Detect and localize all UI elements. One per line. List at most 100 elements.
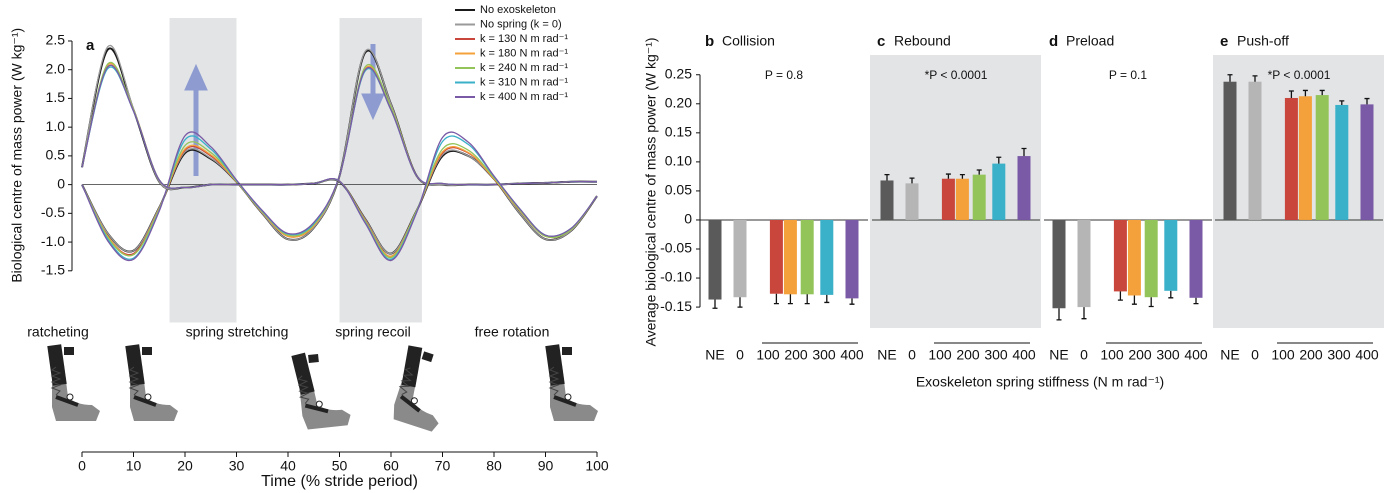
y-tick-label: 0 [57,175,65,191]
error-bar [1193,297,1199,305]
panel-title: Collision [722,33,775,49]
bar [783,219,797,295]
error-bar [1168,290,1174,299]
panel-title: Preload [1066,33,1114,49]
bar [1052,219,1066,309]
bar [1360,104,1374,220]
panel-label: a [86,37,95,54]
power-line [81,66,598,262]
y-tick-label: -0.15 [660,298,692,314]
bar [1017,156,1031,220]
y-axis-title: Average biological centre of mass power … [643,37,659,346]
y-tick-label: 0.10 [665,153,692,169]
panel-title: Rebound [894,33,951,49]
bar [1223,81,1237,220]
error-bar [804,294,810,305]
phase-label: spring stretching [186,324,289,340]
x-tick-label: 90 [538,458,554,474]
x-tick-label: 100 [1100,347,1124,363]
legend-label: k = 240 N m rad⁻¹ [480,62,568,74]
panel-shade [870,55,1041,328]
power-line [81,64,598,262]
error-bar [1339,100,1345,105]
bar [708,219,722,300]
legend-label: k = 400 N m rad⁻¹ [480,91,568,103]
phase-label: ratcheting [27,324,88,340]
legend-label: k = 180 N m rad⁻¹ [480,47,568,59]
y-tick-label: 2.0 [46,60,66,76]
phase-shade [339,18,422,323]
bar [1113,219,1127,292]
y-tick-label: -0.05 [660,240,692,256]
error-bar [945,173,951,179]
error-bar [1288,90,1294,98]
error-bar [959,174,965,179]
bar [820,219,834,295]
error-bar [849,298,855,305]
bar [1164,219,1178,291]
bar [972,174,986,220]
bar [1189,219,1203,298]
x-tick-label: 0 [1251,347,1259,363]
y-tick-label: 1.5 [46,89,66,105]
y-tick-label: 0.20 [665,94,692,110]
x-tick-label: NE [705,347,724,363]
bar [845,219,859,299]
legend-label: k = 130 N m rad⁻¹ [480,33,568,45]
x-tick-label: 200 [784,347,808,363]
error-bar [976,169,982,175]
error-bar [1117,291,1123,301]
legend-label: No spring (k = 0) [480,18,562,30]
error-bar [1148,297,1154,308]
x-tick-label: 100 [1271,347,1295,363]
x-tick-label: NE [1220,347,1239,363]
x-tick-label: 10 [126,458,142,474]
bar [733,219,747,298]
p-value: *P < 0.0001 [925,68,988,82]
bar [800,219,814,295]
ankle-illustration [543,342,600,423]
bar [1315,95,1329,220]
arrow [184,63,208,176]
bar [955,178,969,220]
p-value: *P < 0.0001 [1268,68,1331,82]
x-axis-title: Time (% stride period) [261,473,418,490]
x-tick-label: NE [1049,347,1068,363]
panel-label: c [877,33,885,50]
error-bar [824,294,830,304]
legend-label: No exoskeleton [480,4,556,16]
ankle-illustration [289,346,354,433]
phase-label: spring recoil [335,324,410,340]
y-axis-title: Biological centre of mass power (W kg⁻¹) [9,28,25,283]
error-bar [1131,295,1137,305]
x-tick-label: 40 [280,458,296,474]
bar [1144,219,1158,298]
y-tick-label: -1.0 [41,233,65,249]
x-tick-label: 400 [1355,347,1379,363]
ankle-illustration [123,342,180,423]
bar [769,219,783,294]
y-tick-label: -1.5 [41,261,65,277]
x-tick-label: 20 [177,458,193,474]
error-bar [996,156,1002,164]
x-tick-label: 100 [928,347,952,363]
x-tick-label: 400 [840,347,864,363]
bar [1077,219,1091,308]
x-tick-label: 400 [1184,347,1208,363]
bar [941,178,955,220]
error-bar [1227,74,1233,82]
x-tick-label: NE [877,347,896,363]
error-bar [1302,89,1308,97]
ankle-illustration [383,341,462,435]
legend-label: k = 310 N m rad⁻¹ [480,76,568,88]
x-tick-label: 400 [1012,347,1036,363]
x-tick-label: 0 [908,347,916,363]
y-tick-label: -0.10 [660,269,692,285]
x-tick-label: 70 [435,458,451,474]
bar [1284,97,1298,220]
x-tick-label: 100 [585,458,609,474]
x-tick-label: 0 [736,347,744,363]
error-bar [884,174,890,181]
y-tick-label: -0.5 [41,204,65,220]
